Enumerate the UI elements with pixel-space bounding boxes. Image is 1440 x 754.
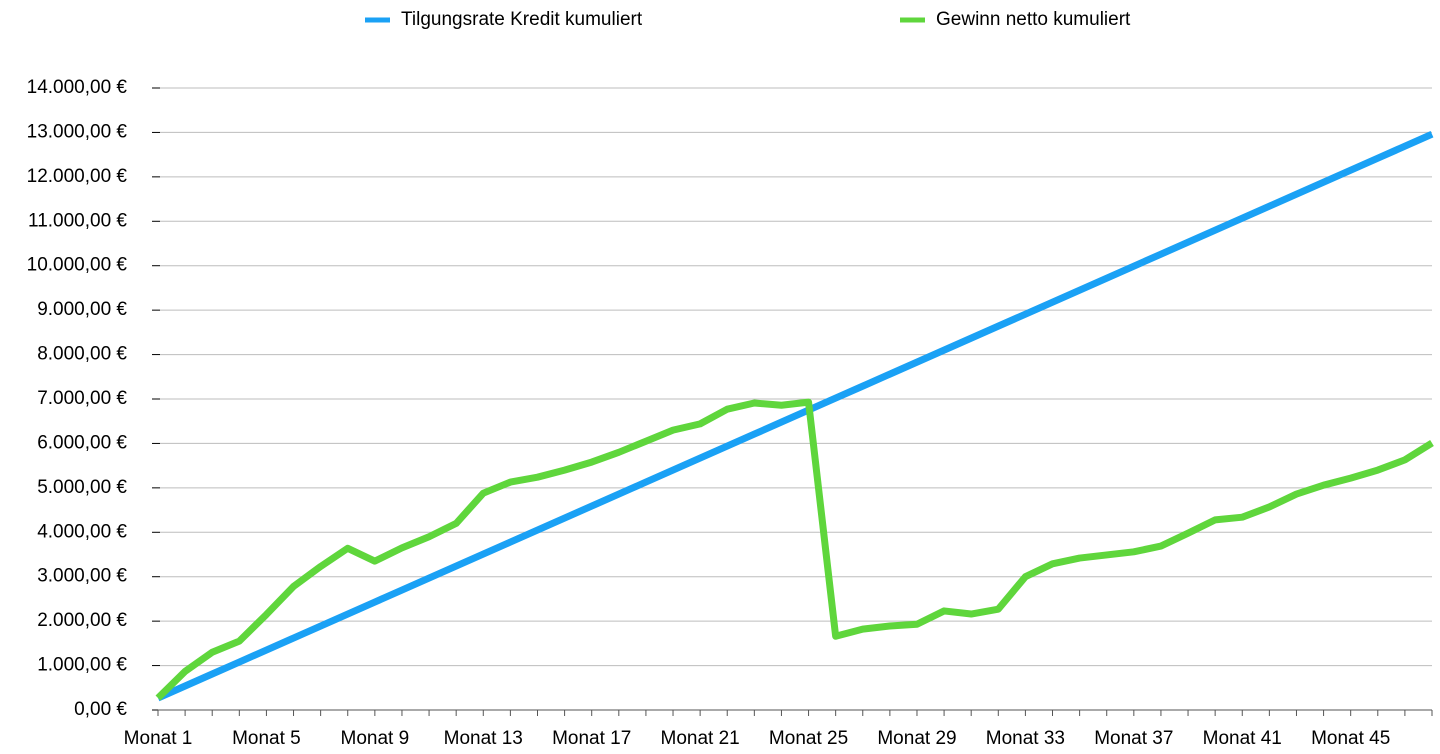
x-tick-label: Monat 41 xyxy=(1203,728,1282,749)
x-tick-label: Monat 21 xyxy=(661,728,740,749)
y-tick-label: 0,00 € xyxy=(74,699,127,720)
y-tick-label: 14.000,00 € xyxy=(27,77,128,98)
y-tick-label: 10.000,00 € xyxy=(27,255,128,276)
y-tick-label: 9.000,00 € xyxy=(37,299,127,320)
y-tick-label: 7.000,00 € xyxy=(37,388,127,409)
y-tick-label: 6.000,00 € xyxy=(37,432,127,453)
x-tick-label: Monat 9 xyxy=(341,728,410,749)
y-tick-label: 5.000,00 € xyxy=(37,477,127,498)
legend-label: Gewinn netto kumuliert xyxy=(936,9,1131,30)
y-tick-label: 4.000,00 € xyxy=(37,521,127,542)
x-tick-label: Monat 1 xyxy=(124,728,193,749)
y-tick-label: 13.000,00 € xyxy=(27,121,128,142)
y-tick-label: 2.000,00 € xyxy=(37,610,127,631)
y-tick-label: 11.000,00 € xyxy=(28,210,127,231)
x-tick-label: Monat 45 xyxy=(1311,728,1390,749)
series-line xyxy=(156,131,1434,702)
legend-label: Tilgungsrate Kredit kumuliert xyxy=(401,9,643,30)
y-tick-label: 1.000,00 € xyxy=(37,655,127,676)
y-tick-label: 12.000,00 € xyxy=(27,166,128,187)
series-line xyxy=(155,398,1434,701)
x-tick-label: Monat 37 xyxy=(1094,728,1173,749)
y-tick-label: 8.000,00 € xyxy=(37,344,127,365)
x-tick-label: Monat 29 xyxy=(877,728,956,749)
x-tick-label: Monat 33 xyxy=(986,728,1065,749)
x-tick-label: Monat 25 xyxy=(769,728,848,749)
x-tick-label: Monat 13 xyxy=(444,728,523,749)
x-tick-label: Monat 17 xyxy=(552,728,631,749)
y-tick-label: 3.000,00 € xyxy=(37,566,127,587)
x-tick-label: Monat 5 xyxy=(232,728,301,749)
